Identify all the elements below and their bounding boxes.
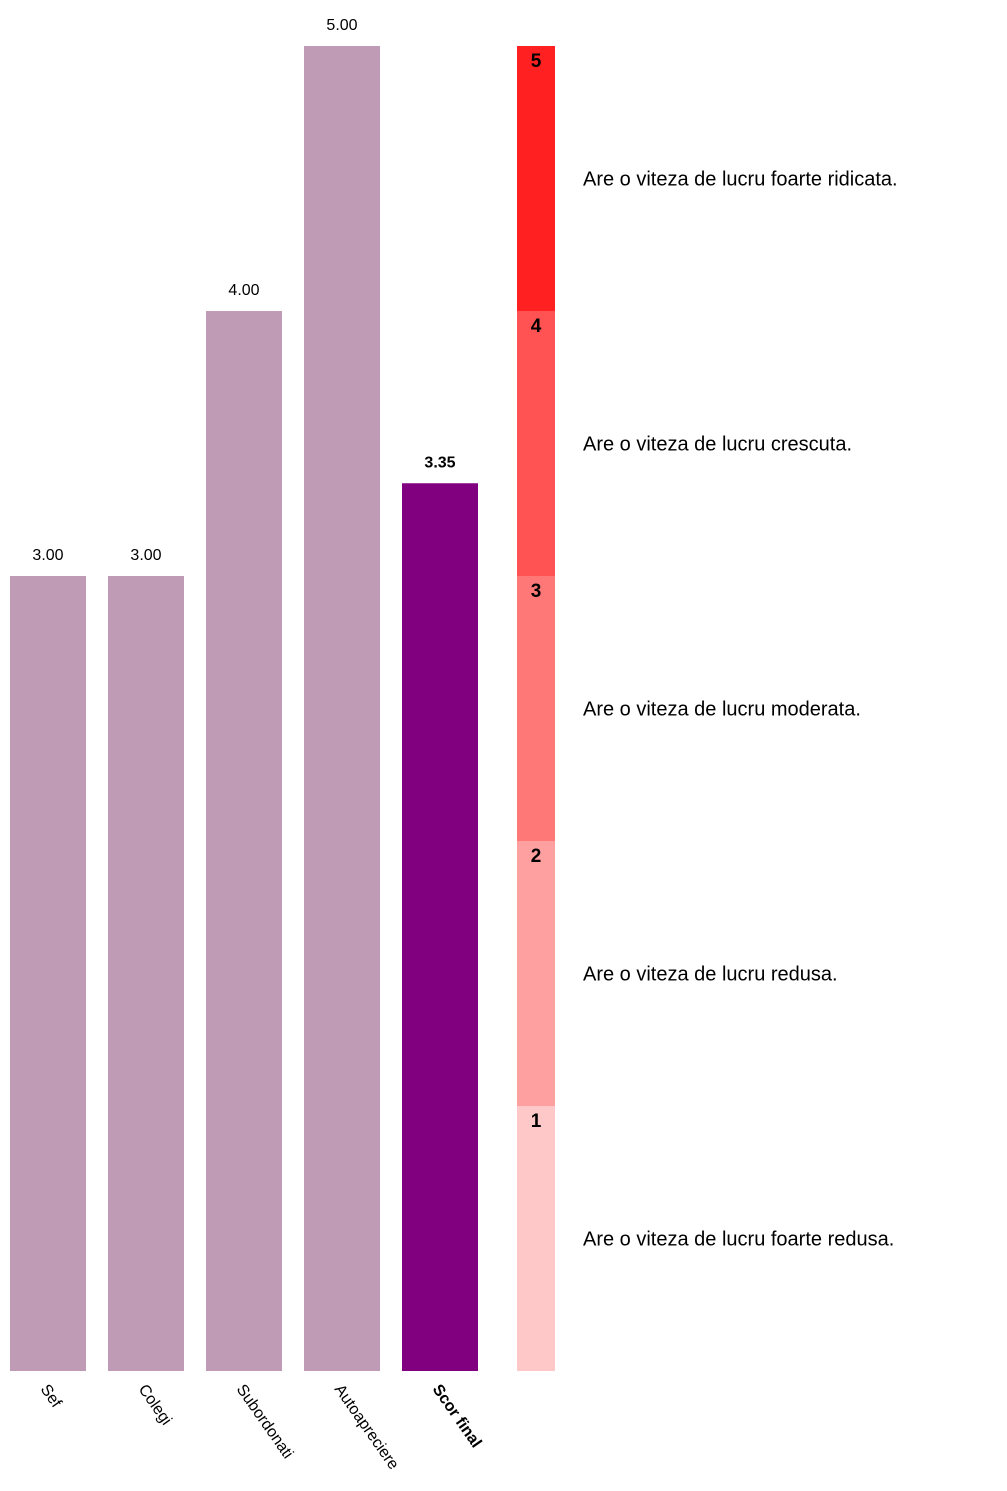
bar-autoapreciere <box>304 46 380 1371</box>
bar-sef <box>10 576 86 1371</box>
scale-description-4: Are o viteza de lucru crescuta. <box>583 434 852 456</box>
scale-level-3: 3 <box>531 581 542 602</box>
scale-segment-1 <box>517 1106 555 1371</box>
value-label-sef: 3.00 <box>32 547 63 564</box>
scale-description-3: Are o viteza de lucru moderata. <box>583 699 861 721</box>
scale-description-1: Are o viteza de lucru foarte redusa. <box>583 1229 894 1251</box>
category-label-sef: Sef <box>37 1382 65 1412</box>
scale-level-2: 2 <box>531 846 542 867</box>
value-label-colegi: 3.00 <box>130 547 161 564</box>
scale-description-5: Are o viteza de lucru foarte ridicata. <box>583 169 898 191</box>
scale-segment-5 <box>517 46 555 311</box>
scale-segment-2 <box>517 841 555 1106</box>
scale-level-4: 4 <box>531 316 542 337</box>
value-label-subordonati: 4.00 <box>228 282 259 299</box>
value-label-scor-final: 3.35 <box>424 454 455 471</box>
scale-level-1: 1 <box>531 1111 542 1132</box>
category-label-subordonati: Subordonati <box>233 1382 296 1462</box>
scale-segment-4 <box>517 311 555 576</box>
scale-level-5: 5 <box>531 51 542 72</box>
category-label-autoapreciere: Autoapreciere <box>331 1382 402 1473</box>
category-label-scor-final: Scor final <box>429 1382 485 1451</box>
scale-description-2: Are o viteza de lucru redusa. <box>583 964 838 986</box>
scale-segment-3 <box>517 576 555 841</box>
value-label-autoapreciere: 5.00 <box>326 17 357 34</box>
bar-subordonati <box>206 311 282 1371</box>
bar-scor-final <box>402 483 478 1371</box>
category-label-colegi: Colegi <box>135 1382 175 1429</box>
bar-colegi <box>108 576 184 1371</box>
